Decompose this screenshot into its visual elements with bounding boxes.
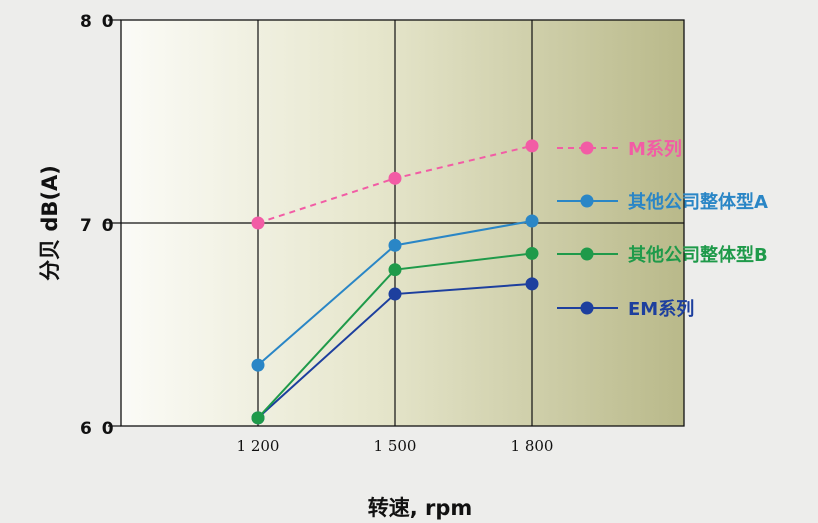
legend-label: EM系列	[628, 299, 694, 320]
x-tick-label: 1 800	[511, 437, 554, 455]
x-axis-label: 转速, rpm	[368, 496, 473, 520]
y-tick-label: 8 0	[80, 12, 116, 32]
legend-swatch-marker	[580, 247, 594, 261]
legend-swatch-marker	[580, 141, 594, 155]
data-point	[525, 277, 539, 291]
data-point	[388, 287, 402, 301]
y-axis-label: 分贝 dB(A)	[38, 165, 62, 281]
data-point	[388, 263, 402, 277]
data-point	[388, 171, 402, 185]
legend-swatch-marker	[580, 194, 594, 208]
legend: M系列 其他公司整体型A 其他公司整体型B EM系列	[557, 139, 768, 320]
data-point	[251, 216, 265, 230]
y-tick-label: 6 0	[80, 419, 116, 439]
legend-label: 其他公司整体型B	[628, 244, 768, 266]
x-tick-label: 1 200	[237, 437, 280, 455]
y-tick-label: 7 0	[80, 216, 116, 236]
legend-item-other-a: 其他公司整体型A	[557, 191, 768, 213]
series-M系列	[251, 139, 539, 230]
series-layer	[251, 139, 539, 425]
legend-item-em-series: EM系列	[557, 299, 694, 320]
data-point	[525, 246, 539, 260]
legend-item-m-series: M系列	[557, 139, 682, 160]
data-point	[525, 214, 539, 228]
series-其他公司整体型A	[251, 214, 539, 372]
legend-label: 其他公司整体型A	[628, 191, 768, 213]
legend-label: M系列	[628, 139, 682, 160]
legend-item-other-b: 其他公司整体型B	[557, 244, 768, 266]
data-point	[525, 139, 539, 153]
x-tick-label: 1 500	[374, 437, 417, 455]
data-point	[251, 411, 265, 425]
data-point	[251, 358, 265, 372]
data-point	[388, 238, 402, 252]
legend-swatch-marker	[580, 301, 594, 315]
series-其他公司整体型B	[251, 246, 539, 425]
